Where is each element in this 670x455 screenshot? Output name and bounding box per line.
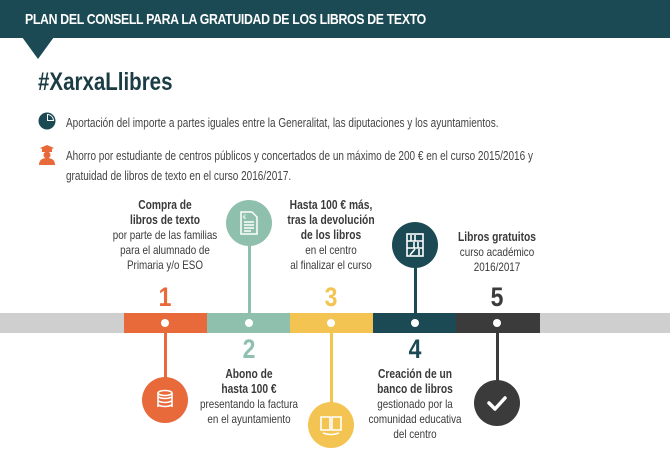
step-1-title: Compra de <box>138 198 192 212</box>
step-4-desc: gestionado por la <box>377 397 453 411</box>
timeline-dot-2 <box>245 319 253 327</box>
step-text-2: Abono de hasta 100 € presentando la fact… <box>188 367 311 427</box>
step-5-desc: curso académico <box>459 245 535 259</box>
step-text-1: Compra de libros de texto por parte de l… <box>104 198 227 273</box>
step-5-title: Libros gratuitos <box>457 230 537 244</box>
step-2-title: Abono de <box>225 367 273 381</box>
step-4-desc: comunidad educativa <box>368 412 462 426</box>
step-number-3: 3 <box>324 282 338 312</box>
stem-3 <box>330 323 333 408</box>
step-number-1: 1 <box>158 282 172 312</box>
header-bar <box>0 0 670 38</box>
step-text-3: Hasta 100 € más, tras la devolución de l… <box>270 198 393 273</box>
timeline-dot-1 <box>161 319 169 327</box>
step-1-desc: para el alumnado de <box>120 243 210 257</box>
invoice-icon: € <box>226 200 272 246</box>
step-3-desc: en el centro <box>305 243 357 257</box>
book-icon <box>308 402 354 448</box>
step-3-desc: al finalizar el curso <box>290 258 372 272</box>
step-4-desc: del centro <box>393 427 437 441</box>
pie-chart-icon <box>38 112 56 135</box>
check-icon <box>474 380 520 426</box>
step-2-desc: presentando la factura <box>200 397 298 411</box>
bookshelf-icon <box>392 222 438 268</box>
stem-4 <box>414 255 417 323</box>
bullet-text-1: Aportación del importe a partes iguales … <box>66 116 499 130</box>
svg-text:€: € <box>243 215 247 221</box>
timeline-dot-5 <box>493 319 501 327</box>
step-1-desc: Primaria y/o ESO <box>126 258 204 272</box>
step-5-desc: 2016/2017 <box>473 260 521 274</box>
bullet-text-2a: Ahorro por estudiante de centros público… <box>66 149 533 163</box>
step-2-desc: en el ayuntamiento <box>207 412 291 426</box>
step-number-4: 4 <box>408 334 422 364</box>
step-2-title: hasta 100 € <box>221 382 277 396</box>
step-4-title: banco de libros <box>377 382 453 396</box>
step-1-title: libros de texto <box>129 213 201 227</box>
step-text-4: Creación de un banco de libros gestionad… <box>354 367 477 442</box>
stem-5 <box>496 323 499 385</box>
timeline-dot-3 <box>327 319 335 327</box>
step-text-5: Libros gratuitos curso académico 2016/20… <box>436 230 559 275</box>
step-4-title: Creación de un <box>377 367 453 381</box>
stem-1 <box>164 323 167 383</box>
hashtag-title: #XarxaLlibres <box>38 68 173 96</box>
bullet-text-2b: gratuidad de libros de texto en el curso… <box>66 169 292 183</box>
stem-2 <box>248 240 251 323</box>
page-title: PLAN DEL CONSELL PARA LA GRATUIDAD DE LO… <box>25 11 426 28</box>
step-3-title: tras la devolución <box>287 213 375 227</box>
graduate-icon <box>38 145 56 170</box>
coins-icon <box>142 377 188 423</box>
timeline-dot-4 <box>411 319 419 327</box>
step-3-title: Hasta 100 € más, <box>289 198 373 212</box>
step-number-2: 2 <box>242 334 256 364</box>
header-pointer <box>22 37 54 59</box>
step-number-5: 5 <box>490 282 504 312</box>
step-1-desc: por parte de las familias <box>112 228 218 242</box>
step-3-title: de los libros <box>300 228 362 242</box>
